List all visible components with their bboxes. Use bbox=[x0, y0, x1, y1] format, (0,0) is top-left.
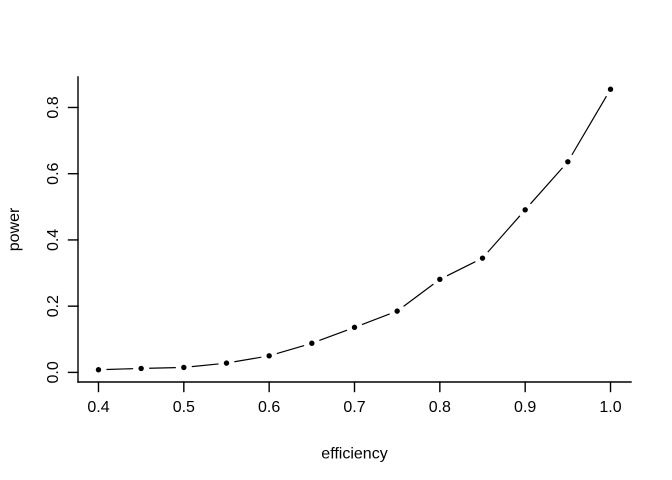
x-tick-label: 0.4 bbox=[87, 399, 109, 416]
data-point bbox=[565, 159, 571, 165]
line-segment bbox=[149, 367, 176, 369]
data-point bbox=[266, 353, 272, 359]
line-segment bbox=[319, 329, 348, 342]
data-point bbox=[394, 308, 400, 314]
line-segment bbox=[571, 95, 607, 156]
line-segment bbox=[106, 368, 134, 371]
x-axis: 0.4 0.5 0.6 0.7 0.8 0.9 1.0 bbox=[77, 381, 632, 416]
line-segment bbox=[487, 215, 521, 253]
line-segment bbox=[403, 283, 434, 307]
x-tick-label: 0.6 bbox=[258, 399, 280, 416]
y-tick-label: 0.8 bbox=[45, 96, 62, 118]
x-axis-title: efficiency bbox=[321, 446, 387, 463]
y-tick-label: 0.0 bbox=[45, 361, 62, 383]
data-point bbox=[437, 276, 443, 283]
data-point bbox=[479, 255, 486, 261]
x-tick-label: 1.0 bbox=[599, 399, 621, 416]
x-tick-label: 0.7 bbox=[343, 399, 365, 416]
x-tick-label: 0.8 bbox=[429, 399, 451, 416]
line-segment bbox=[361, 313, 390, 326]
y-axis: 0.0 0.2 0.4 0.6 0.8 bbox=[45, 76, 79, 384]
y-axis-title: power bbox=[6, 207, 23, 251]
x-tick-label: 0.9 bbox=[514, 399, 536, 416]
y-tick-label: 0.2 bbox=[45, 295, 62, 317]
line-segment bbox=[446, 261, 476, 277]
data-point bbox=[351, 324, 358, 331]
data-series bbox=[95, 86, 614, 373]
y-tick-label: 0.4 bbox=[45, 229, 62, 251]
line-segment bbox=[530, 167, 563, 205]
line-segment bbox=[276, 344, 305, 355]
data-point bbox=[95, 367, 102, 373]
data-point bbox=[522, 207, 528, 213]
data-point bbox=[181, 364, 187, 371]
line-segment bbox=[234, 356, 262, 363]
data-point bbox=[309, 340, 315, 346]
data-point bbox=[223, 360, 230, 366]
y-tick-label: 0.6 bbox=[45, 162, 62, 184]
data-point bbox=[607, 86, 614, 92]
line-segment bbox=[191, 363, 219, 368]
data-point bbox=[138, 365, 144, 372]
x-tick-label: 0.5 bbox=[173, 399, 195, 416]
